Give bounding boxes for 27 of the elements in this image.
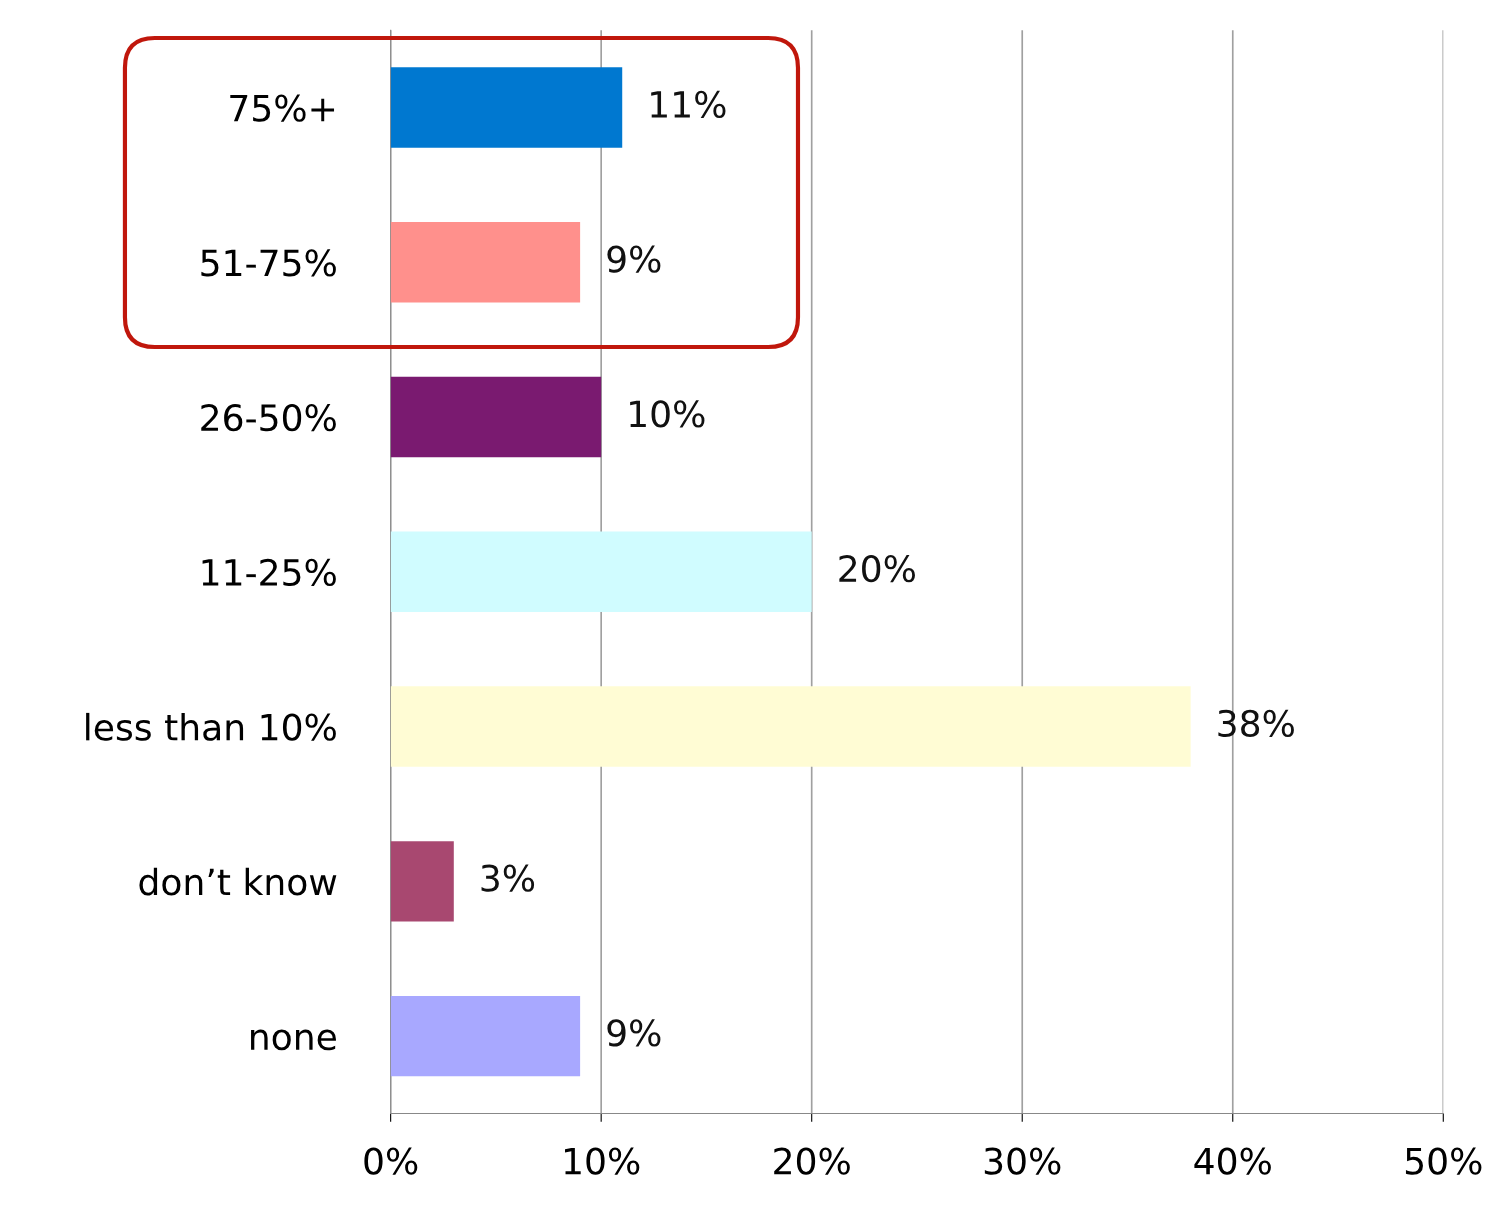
data-label: 38% — [1218, 709, 1294, 738]
y-tick-label: 75%+ — [230, 94, 335, 122]
y-tick-label: less than 10% — [86, 712, 336, 741]
bar — [390, 67, 623, 148]
bar — [390, 531, 812, 613]
x-tick-label: 50% — [1405, 1147, 1482, 1175]
data-label: 3% — [481, 864, 535, 892]
data-label: 9% — [607, 245, 661, 273]
y-tick-label: 26-50% — [201, 404, 336, 432]
bar — [390, 376, 602, 458]
data-label: 11% — [651, 90, 726, 119]
y-tick-label: 51-75% — [201, 249, 336, 277]
bar — [390, 995, 581, 1077]
x-tick-label: 10% — [565, 1147, 640, 1175]
y-tick-label: don’t know — [139, 867, 337, 896]
x-tick-label: 0% — [364, 1147, 418, 1175]
data-label: 20% — [839, 555, 915, 583]
x-tick-label: 20% — [774, 1147, 850, 1175]
x-tick-label: 40% — [1194, 1147, 1271, 1175]
data-label: 9% — [607, 1019, 661, 1047]
y-tick-label: 11-25% — [202, 558, 336, 587]
data-label: 10% — [630, 400, 705, 428]
x-tick-label: 30% — [984, 1147, 1061, 1175]
bar — [390, 841, 454, 922]
y-tick-label: none — [251, 1029, 336, 1051]
bar — [390, 686, 1191, 767]
bar — [390, 222, 581, 303]
